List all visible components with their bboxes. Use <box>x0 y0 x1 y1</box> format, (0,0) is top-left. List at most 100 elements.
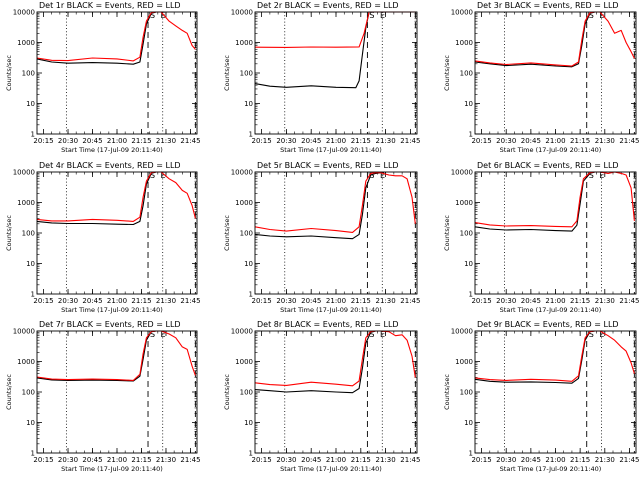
y-tick-label: 100 <box>460 230 473 238</box>
lld-series-line <box>36 11 196 62</box>
x-tick-label: 20:30 <box>58 137 78 145</box>
x-tick-label: 20:45 <box>521 137 541 145</box>
y-tick-label: 10000 <box>231 328 253 336</box>
x-tick-label: 21:15 <box>131 297 151 305</box>
x-tick-label: 20:45 <box>301 456 321 464</box>
x-tick-label: 20:30 <box>496 137 516 145</box>
x-tick-label: 20:45 <box>521 297 541 305</box>
start-marker-label: S <box>369 330 374 339</box>
end-marker-label: E <box>160 11 165 20</box>
chart-title: Det 6r BLACK = Events, RED = LLD <box>477 161 619 170</box>
y-tick-label: 10000 <box>451 328 473 336</box>
x-tick-label: 21:45 <box>180 297 200 305</box>
x-tick-label: 20:45 <box>82 137 102 145</box>
lld-series-line <box>474 171 635 228</box>
y-tick-label: 1 <box>469 450 473 458</box>
x-tick-label: 21:15 <box>131 456 151 464</box>
y-tick-label: 100 <box>240 389 253 397</box>
x-axis-label: Start Time (17-Jul-09 20:11:40) <box>500 146 602 154</box>
events-series-line <box>474 171 604 232</box>
chart-panel-4: Det 4r BLACK = Events, RED = LLD 1 10 100 10… <box>5 161 201 314</box>
x-tick-label: 21:45 <box>619 456 639 464</box>
x-tick-label: 21:45 <box>400 297 420 305</box>
plot-frame <box>36 330 198 454</box>
plot-frame <box>254 330 418 454</box>
chart-title: Det 8r BLACK = Events, RED = LLD <box>257 320 399 329</box>
x-tick-label: 21:45 <box>180 456 200 464</box>
x-tick-label: 20:30 <box>496 297 516 305</box>
y-tick-label: 1 <box>249 450 253 458</box>
y-tick-label: 10 <box>464 100 473 108</box>
x-tick-label: 20:45 <box>301 137 321 145</box>
lld-series-line <box>254 172 416 233</box>
y-tick-label: 1000 <box>17 358 35 366</box>
lld-series-line <box>254 11 416 48</box>
start-marker-label: S <box>369 11 374 20</box>
x-tick-label: 21:30 <box>156 297 176 305</box>
y-axis-label: Counts/sec <box>443 374 451 410</box>
chart-title: Det 2r BLACK = Events, RED = LLD <box>257 1 399 10</box>
y-axis-label: Counts/sec <box>223 55 231 91</box>
events-series-line <box>254 11 370 89</box>
x-tick-label: 21:45 <box>400 456 420 464</box>
y-axis-label: Counts/sec <box>5 55 13 91</box>
x-tick-label: 21:00 <box>107 297 127 305</box>
x-axis-label: Start Time (17-Jul-09 20:11:40) <box>61 306 163 314</box>
y-tick-label: 10000 <box>13 169 35 177</box>
x-tick-label: 21:30 <box>375 297 395 305</box>
y-tick-label: 1 <box>469 131 473 139</box>
x-axis-label: Start Time (17-Jul-09 20:11:40) <box>280 465 382 473</box>
chart-panel-2: Det 2r BLACK = Events, RED = LLD 1 10 100 10… <box>223 1 420 154</box>
x-axis-label: Start Time (17-Jul-09 20:11:40) <box>500 465 602 473</box>
y-tick-label: 1 <box>31 450 35 458</box>
x-tick-label: 21:45 <box>400 137 420 145</box>
chart-panel-3: Det 3r BLACK = Events, RED = LLD 1 10 100 10… <box>443 1 640 154</box>
y-axis-label: Counts/sec <box>223 215 231 251</box>
start-marker-label: S <box>369 171 374 180</box>
lld-series-line <box>474 11 635 67</box>
y-tick-label: 1000 <box>17 39 35 47</box>
end-marker-label: E <box>599 330 604 339</box>
x-tick-label: 21:00 <box>326 297 346 305</box>
x-tick-label: 21:30 <box>595 456 615 464</box>
x-axis-label: Start Time (17-Jul-09 20:11:40) <box>61 146 163 154</box>
y-tick-label: 10 <box>26 260 35 268</box>
y-tick-label: 10 <box>26 419 35 427</box>
x-tick-label: 21:15 <box>351 137 371 145</box>
y-tick-label: 1000 <box>17 199 35 207</box>
x-tick-label: 20:15 <box>471 137 491 145</box>
y-tick-label: 1000 <box>455 358 473 366</box>
chart-panel-8: Det 8r BLACK = Events, RED = LLD 1 10 100 10… <box>223 320 420 473</box>
x-tick-label: 20:15 <box>33 137 53 145</box>
x-tick-label: 20:15 <box>33 456 53 464</box>
x-tick-label: 20:15 <box>252 137 272 145</box>
x-tick-label: 21:00 <box>107 137 127 145</box>
x-tick-label: 20:45 <box>301 297 321 305</box>
chart-title: Det 4r BLACK = Events, RED = LLD <box>39 161 181 170</box>
y-axis-label: Counts/sec <box>223 374 231 410</box>
x-tick-label: 20:30 <box>276 137 296 145</box>
x-tick-label: 20:15 <box>471 297 491 305</box>
start-marker-label: S <box>150 330 155 339</box>
x-tick-label: 21:45 <box>180 137 200 145</box>
y-tick-label: 10 <box>244 100 253 108</box>
x-tick-label: 21:15 <box>570 456 590 464</box>
y-tick-label: 1 <box>469 291 473 299</box>
y-tick-label: 10000 <box>13 328 35 336</box>
x-tick-label: 21:00 <box>545 137 565 145</box>
chart-title: Det 9r BLACK = Events, RED = LLD <box>477 320 619 329</box>
y-tick-label: 10 <box>244 260 253 268</box>
end-marker-label: E <box>160 171 165 180</box>
y-tick-label: 1000 <box>455 199 473 207</box>
x-tick-label: 21:30 <box>375 456 395 464</box>
x-tick-label: 21:15 <box>570 137 590 145</box>
x-tick-label: 20:30 <box>276 297 296 305</box>
end-marker-label: E <box>380 171 385 180</box>
y-tick-label: 1000 <box>235 39 253 47</box>
x-tick-label: 21:15 <box>570 297 590 305</box>
y-tick-label: 100 <box>22 230 35 238</box>
y-tick-label: 10000 <box>451 169 473 177</box>
y-tick-label: 10000 <box>13 9 35 17</box>
x-tick-label: 21:45 <box>619 297 639 305</box>
y-tick-label: 100 <box>240 70 253 78</box>
